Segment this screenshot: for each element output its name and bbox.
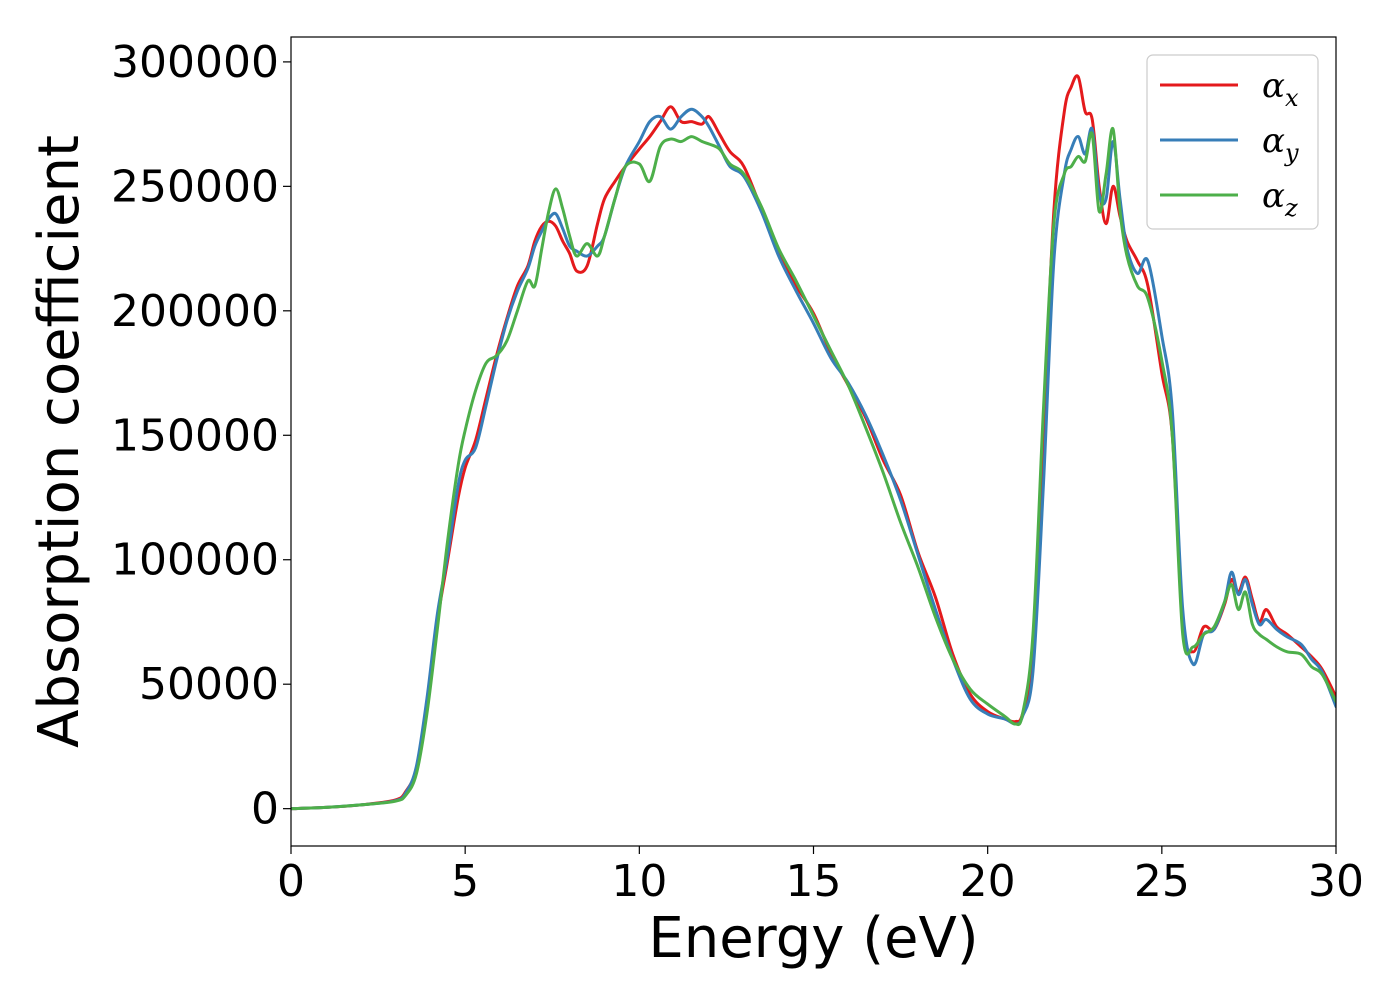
legend-subscript: x [1285, 84, 1299, 112]
x-axis-label: Energy (eV) [648, 906, 978, 971]
legend-label-y: αy [1262, 121, 1299, 167]
series-line-z [291, 127, 1336, 811]
y-tick-label: 300000 [111, 37, 279, 88]
x-tick-label: 0 [277, 856, 305, 907]
x-tick-label: 15 [786, 856, 842, 907]
y-tick-label: 250000 [111, 161, 279, 212]
legend-label-x: αx [1262, 66, 1299, 112]
x-tick-label: 25 [1134, 856, 1190, 907]
legend-symbol: α [1262, 121, 1285, 161]
y-axis-ticks: 0 50000 100000 150000 200000 250000 300000 [111, 37, 291, 835]
y-tick-label: 150000 [111, 410, 279, 461]
series-layer [291, 74, 1336, 811]
legend-symbol: α [1262, 66, 1285, 106]
y-tick-label: 200000 [111, 286, 279, 337]
legend-box [1146, 54, 1319, 230]
y-axis-label: Absorption coefficient [27, 135, 92, 748]
x-axis-ticks: 0 5 10 15 20 25 30 [277, 846, 1364, 907]
x-tick-label: 20 [960, 856, 1016, 907]
y-tick-label: 0 [251, 784, 279, 835]
legend-symbol: α [1262, 176, 1285, 216]
y-tick-label: 50000 [139, 659, 279, 710]
legend-subscript: z [1284, 194, 1298, 222]
legend-subscript: y [1284, 139, 1299, 167]
y-tick-label: 100000 [111, 535, 279, 586]
x-tick-label: 30 [1308, 856, 1364, 907]
legend-label-z: αz [1262, 176, 1298, 222]
x-tick-label: 5 [451, 856, 479, 907]
x-tick-label: 10 [611, 856, 667, 907]
